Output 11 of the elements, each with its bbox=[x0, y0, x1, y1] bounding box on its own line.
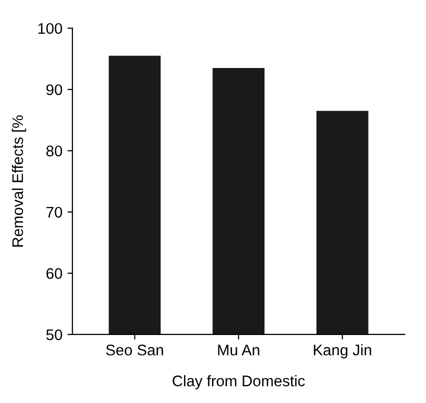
x-tick-label: Kang Jin bbox=[314, 344, 372, 358]
y-tick-label: 70 bbox=[46, 206, 62, 218]
y-tick-label: 60 bbox=[46, 268, 62, 279]
y-tick-label: 100 bbox=[38, 23, 62, 34]
y-tick-label: 50 bbox=[46, 329, 62, 340]
y-tick-label: 90 bbox=[46, 84, 62, 96]
x-axis-title: Clay from Domestic bbox=[172, 375, 305, 390]
y-axis-title: Removal Effects [% bbox=[12, 115, 26, 247]
y-tick-label: 80 bbox=[46, 146, 62, 156]
x-tick-label: Seo San bbox=[106, 344, 164, 356]
x-tick-label: Mu An bbox=[218, 344, 260, 356]
